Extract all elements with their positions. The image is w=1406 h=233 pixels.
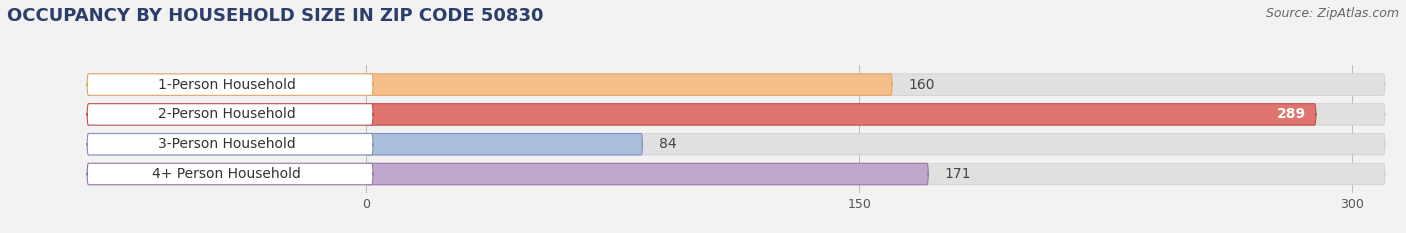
Text: Source: ZipAtlas.com: Source: ZipAtlas.com (1265, 7, 1399, 20)
FancyBboxPatch shape (87, 163, 373, 185)
FancyBboxPatch shape (87, 134, 373, 155)
Text: OCCUPANCY BY HOUSEHOLD SIZE IN ZIP CODE 50830: OCCUPANCY BY HOUSEHOLD SIZE IN ZIP CODE … (7, 7, 544, 25)
FancyBboxPatch shape (87, 74, 373, 95)
Text: 160: 160 (908, 78, 935, 92)
Text: 84: 84 (659, 137, 676, 151)
FancyBboxPatch shape (367, 104, 1316, 125)
FancyBboxPatch shape (367, 74, 891, 95)
FancyBboxPatch shape (87, 163, 1385, 185)
FancyBboxPatch shape (367, 134, 643, 155)
Text: 289: 289 (1277, 107, 1306, 121)
FancyBboxPatch shape (87, 104, 373, 125)
Text: 1-Person Household: 1-Person Household (157, 78, 295, 92)
Text: 3-Person Household: 3-Person Household (157, 137, 295, 151)
Text: 4+ Person Household: 4+ Person Household (152, 167, 301, 181)
FancyBboxPatch shape (87, 134, 1385, 155)
FancyBboxPatch shape (367, 163, 928, 185)
FancyBboxPatch shape (87, 74, 1385, 95)
FancyBboxPatch shape (87, 104, 1385, 125)
Text: 171: 171 (945, 167, 972, 181)
Text: 2-Person Household: 2-Person Household (157, 107, 295, 121)
